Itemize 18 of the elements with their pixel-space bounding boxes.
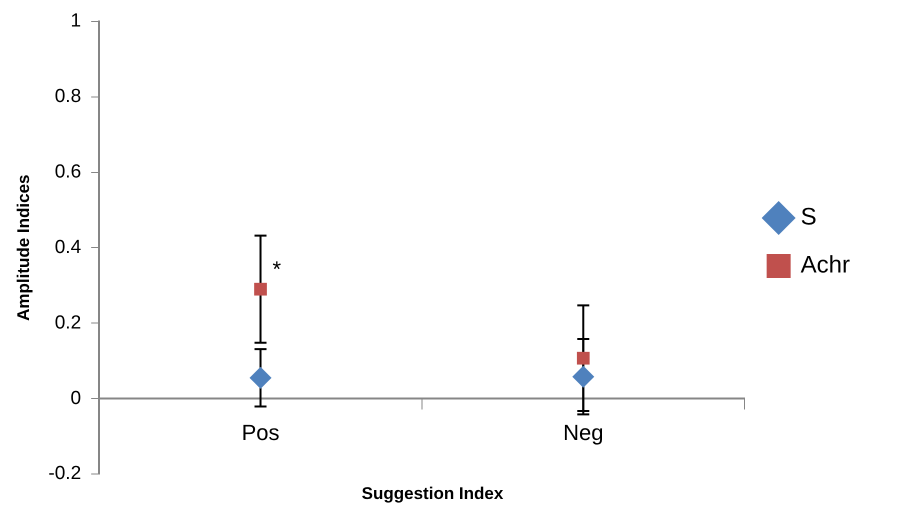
- point: [572, 366, 594, 388]
- point: [250, 366, 272, 389]
- x-tick-label: Neg: [563, 420, 604, 445]
- x-tick-label: Pos: [242, 420, 280, 445]
- y-tick-label: -0.2: [48, 463, 82, 484]
- legend-label: Achr: [800, 252, 850, 279]
- y-tick-label: 0.6: [54, 162, 82, 182]
- point: [576, 352, 590, 365]
- y-tick-label: 0: [70, 388, 82, 409]
- y-tick-label: 0.2: [54, 312, 82, 334]
- y-tick-label: 1: [70, 10, 82, 32]
- annotation: *: [272, 256, 282, 282]
- y-axis-title: Amplitude Indices: [14, 174, 33, 321]
- x-axis-title: Suggestion Index: [360, 484, 504, 504]
- legend-label: S: [800, 204, 817, 231]
- y-tick-label: 0.8: [54, 86, 82, 108]
- point: [254, 282, 267, 296]
- y-tick-label: 0.4: [54, 236, 82, 258]
